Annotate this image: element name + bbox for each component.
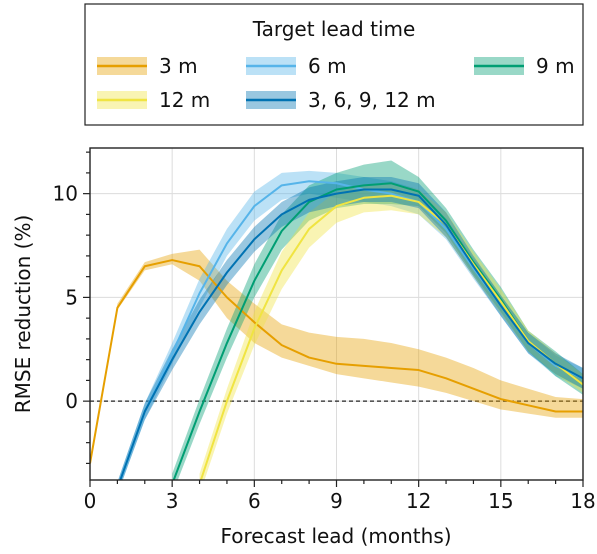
legend-label-9-m: 9 m (536, 54, 575, 78)
x-tick-label: 15 (488, 489, 513, 513)
x-tick-label: 3 (166, 489, 179, 513)
legend-label-3-6-9-12-m: 3, 6, 9, 12 m (308, 88, 436, 112)
y-tick-label: 10 (53, 182, 78, 206)
x-tick-label: 18 (570, 489, 595, 513)
legend-frame (84, 3, 584, 126)
plot-area: 0 3 6 9 12 15 18 0 5 10 (53, 147, 596, 513)
legend-label-12-m: 12 m (159, 88, 210, 112)
line-12-m (199, 194, 583, 480)
x-axis-label: Forecast lead (months) (220, 524, 451, 548)
y-tick-label: 5 (65, 285, 78, 309)
x-tick-label: 12 (406, 489, 431, 513)
band-3-m (90, 249, 583, 464)
line-3-m (90, 259, 583, 464)
y-axis-label: RMSE reduction (%) (11, 215, 35, 414)
series-lines (90, 180, 583, 480)
legend-title: Target lead time (252, 17, 416, 41)
band-12-m (199, 183, 583, 480)
legend-label-3-m: 3 m (159, 54, 198, 78)
y-axis: 0 5 10 (53, 151, 90, 464)
line-3-6-9-12-m (119, 188, 583, 480)
legend-label-6-m: 6 m (308, 54, 347, 78)
x-tick-label: 0 (84, 489, 97, 513)
x-tick-label: 6 (248, 489, 261, 513)
y-tick-label: 0 (65, 389, 78, 413)
x-axis: 0 3 6 9 12 15 18 (84, 480, 596, 513)
x-tick-label: 9 (330, 489, 343, 513)
band-9-m (172, 160, 583, 480)
legend: Target lead time 3 m 6 m 9 m 12 m 3, 6, 9, 1… (84, 3, 584, 126)
